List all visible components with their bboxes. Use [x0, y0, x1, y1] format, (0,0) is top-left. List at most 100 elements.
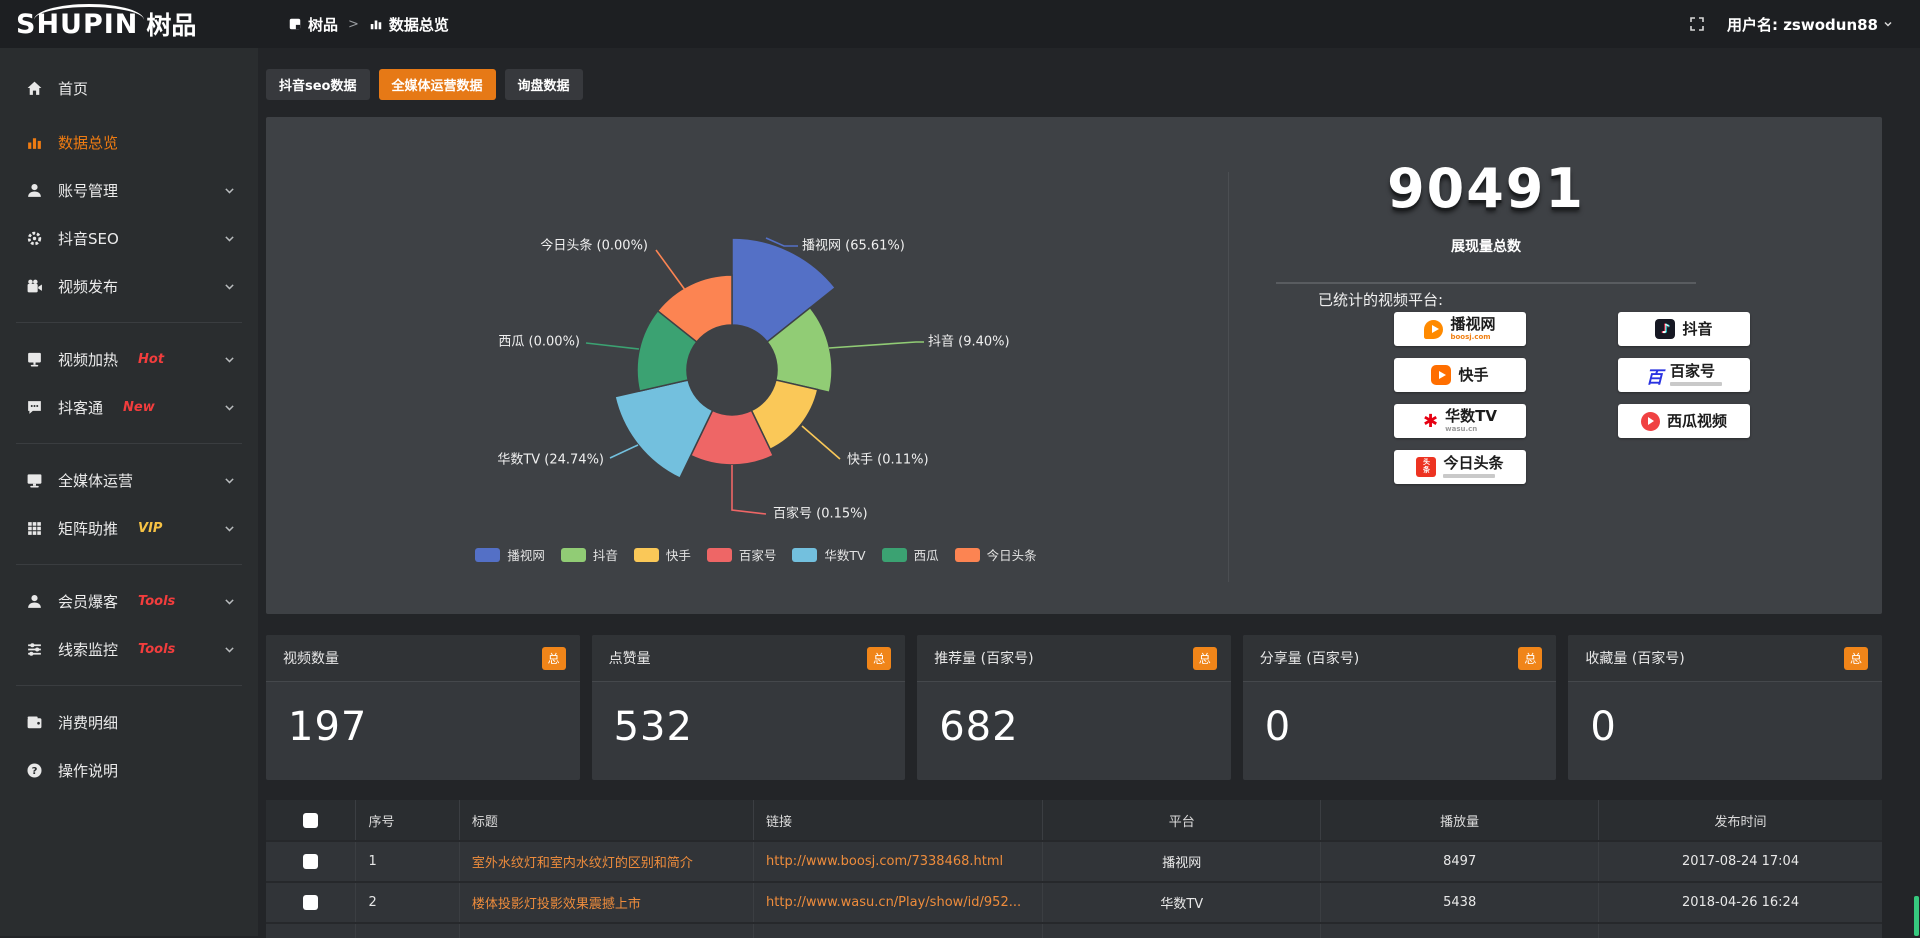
pie-label-4: 华数TV (24.74%) — [497, 453, 604, 468]
legend-swatch — [706, 547, 732, 562]
member-icon — [28, 594, 41, 608]
sidebar-item-label: 首页 — [58, 79, 89, 98]
column-header-index: 序号 — [356, 800, 460, 840]
breadcrumb-item-home[interactable]: 树品 — [288, 14, 338, 35]
main-content: 抖音seo数据 全媒体运营数据 询盘数据 播视网 (65.61%) 抖音 (9.40%… — [258, 48, 1920, 938]
monitor-icon — [27, 473, 42, 488]
user-menu[interactable]: 用户名: zswodun88 — [1727, 14, 1894, 35]
table-row-1: 2 楼体投影灯投影效果震撼上市 http://www.wasu.cn/Play/… — [266, 881, 1882, 922]
chevron-down-icon — [225, 598, 234, 605]
tab-2[interactable]: 询盘数据 — [504, 69, 583, 100]
breadcrumb-item-current[interactable]: 数据总览 — [369, 14, 449, 35]
pie-label-1: 抖音 (9.40%) — [928, 334, 1010, 350]
platform-tagline — [1670, 382, 1722, 386]
pie-label-3: 百家号 (0.15%) — [773, 506, 868, 522]
select-all-checkbox[interactable] — [303, 812, 319, 828]
sidebar-divider — [16, 443, 242, 444]
pie-label-0: 播视网 (65.61%) — [802, 239, 905, 254]
video-title-link[interactable]: 楼体投影灯投影效果震撼上市 — [471, 897, 641, 912]
total-badge: 总 — [867, 646, 892, 670]
camera-icon — [27, 279, 42, 292]
chart-icon — [370, 20, 382, 30]
stat-card-header: 点赞量 总 — [591, 635, 906, 682]
sidebar-item-badge: Tools — [138, 641, 176, 657]
cell-time: 2017-08-24 17:04 — [1681, 854, 1800, 869]
gear-icon — [27, 231, 42, 245]
cell-platform: 播视网 — [1043, 842, 1322, 881]
stat-card-4: 收藏量 (百家号) 总 0 — [1568, 635, 1882, 780]
pie-slice-0[interactable] — [731, 237, 837, 343]
sidebar-item-question[interactable]: ? 操作说明 — [0, 746, 258, 794]
legend-label: 华数TV — [824, 548, 866, 563]
breadcrumb: 树品 > 数据总览 — [288, 14, 449, 35]
stat-card-header: 视频数量 总 — [266, 635, 580, 682]
pie-slice-1[interactable] — [766, 306, 833, 394]
stat-card-value: 0 — [1264, 704, 1292, 750]
platform-badge-column-1: 播视网 boosj.com 快手 ✱ 华数TV wasu.cn 头条今日头条 — [1394, 312, 1526, 484]
legend-swatch — [881, 547, 907, 562]
bars-icon — [28, 137, 41, 149]
pie-label-5: 西瓜 (0.00%) — [498, 335, 580, 350]
legend-item-5[interactable]: 西瓜 — [881, 545, 939, 564]
pie-slice-6[interactable] — [656, 274, 733, 343]
sidebar-item-monitor[interactable]: 全媒体运营 — [0, 456, 258, 504]
chevron-down-icon — [225, 356, 234, 363]
stat-card-0: 视频数量 总 197 — [266, 635, 580, 780]
tab-0[interactable]: 抖音seo数据 — [266, 69, 370, 100]
breadcrumb-separator: > — [348, 16, 359, 32]
scrollbar-thumb[interactable] — [1914, 896, 1919, 936]
sidebar-item-user[interactable]: 账号管理 — [0, 166, 258, 214]
platform-badge-kuaishou: 快手 — [1394, 358, 1526, 392]
video-url-link[interactable]: http://www.wasu.cn/Play/show/id/952... — [766, 895, 1022, 910]
sidebar-item-home[interactable]: 首页 — [0, 64, 258, 112]
fullscreen-button[interactable] — [1689, 16, 1705, 32]
legend-item-2[interactable]: 快手 — [633, 545, 691, 564]
platform-badge-toutiao: 头条今日头条 — [1394, 450, 1526, 484]
platform-badge-wasu: ✱ 华数TV wasu.cn — [1394, 404, 1526, 438]
sidebar-item-wallet[interactable]: 消费明细 — [0, 698, 258, 746]
pie-label-line-4 — [609, 444, 639, 459]
stat-card-value: 197 — [288, 704, 368, 750]
chevron-down-icon — [225, 646, 234, 653]
logo-text-en: SHUPIN — [16, 3, 144, 38]
table-row-partial — [266, 922, 1882, 938]
sidebar-item-screen[interactable]: 视频加热 Hot — [0, 335, 258, 383]
legend-item-1[interactable]: 抖音 — [560, 545, 618, 564]
legend-item-6[interactable]: 今日头条 — [954, 545, 1037, 564]
row-checkbox[interactable] — [303, 854, 319, 869]
sidebar-item-camera[interactable]: 视频发布 — [0, 262, 258, 310]
username-label: 用户名: zswodun88 — [1726, 15, 1878, 34]
chevron-down-icon — [1884, 21, 1892, 27]
table-header-row: 序号 标题 链接 平台 播放量 发布时间 — [266, 800, 1882, 840]
impressions-total-label: 展现量总数 — [1451, 239, 1521, 255]
platform-badge-xigua: 西瓜视频 — [1618, 404, 1750, 438]
stat-cards: 视频数量 总 197 点赞量 总 532 推荐量 (百家号) 总 682 分享量… — [266, 635, 1882, 780]
cell-index: 2 — [356, 883, 460, 922]
row-checkbox[interactable] — [303, 895, 319, 910]
pie-slice-4[interactable] — [614, 379, 714, 480]
total-badge: 总 — [1843, 646, 1868, 670]
sidebar-item-sliders[interactable]: 线索监控 Tools — [0, 625, 258, 673]
sidebar-item-member[interactable]: 会员爆客 Tools — [0, 577, 258, 625]
legend-item-0[interactable]: 播视网 — [475, 545, 545, 564]
cell-views: 8497 — [1321, 842, 1600, 881]
legend-item-3[interactable]: 百家号 — [706, 545, 776, 564]
chevron-down-icon — [225, 525, 234, 532]
sidebar-item-chat[interactable]: 抖客通 New — [0, 383, 258, 431]
user-icon — [28, 183, 41, 197]
video-url-link[interactable]: http://www.boosj.com/7338468.html — [766, 854, 1004, 869]
sidebar-item-gear[interactable]: 抖音SEO — [0, 214, 258, 262]
chevron-down-icon — [225, 477, 234, 484]
pie-label-line-2 — [801, 425, 841, 460]
sidebar-item-label: 视频发布 — [58, 277, 119, 296]
stat-card-value: 0 — [1590, 704, 1617, 750]
video-title-link[interactable]: 室外水纹灯和室内水纹灯的区别和简介 — [471, 856, 693, 871]
sidebar-item-bars[interactable]: 数据总览 — [0, 118, 258, 166]
legend-item-4[interactable]: 华数TV — [792, 545, 866, 564]
sidebar-item-badge: VIP — [138, 520, 163, 536]
legend-swatch — [475, 547, 501, 562]
platform-badge-baijia: 百百家号 — [1618, 358, 1750, 392]
tab-1[interactable]: 全媒体运营数据 — [378, 69, 496, 100]
overview-panel: 播视网 (65.61%) 抖音 (9.40%) 快手 (0.11%) 百家号 (0.1… — [266, 117, 1882, 614]
sidebar-item-grid[interactable]: 矩阵助推 VIP — [0, 504, 258, 552]
